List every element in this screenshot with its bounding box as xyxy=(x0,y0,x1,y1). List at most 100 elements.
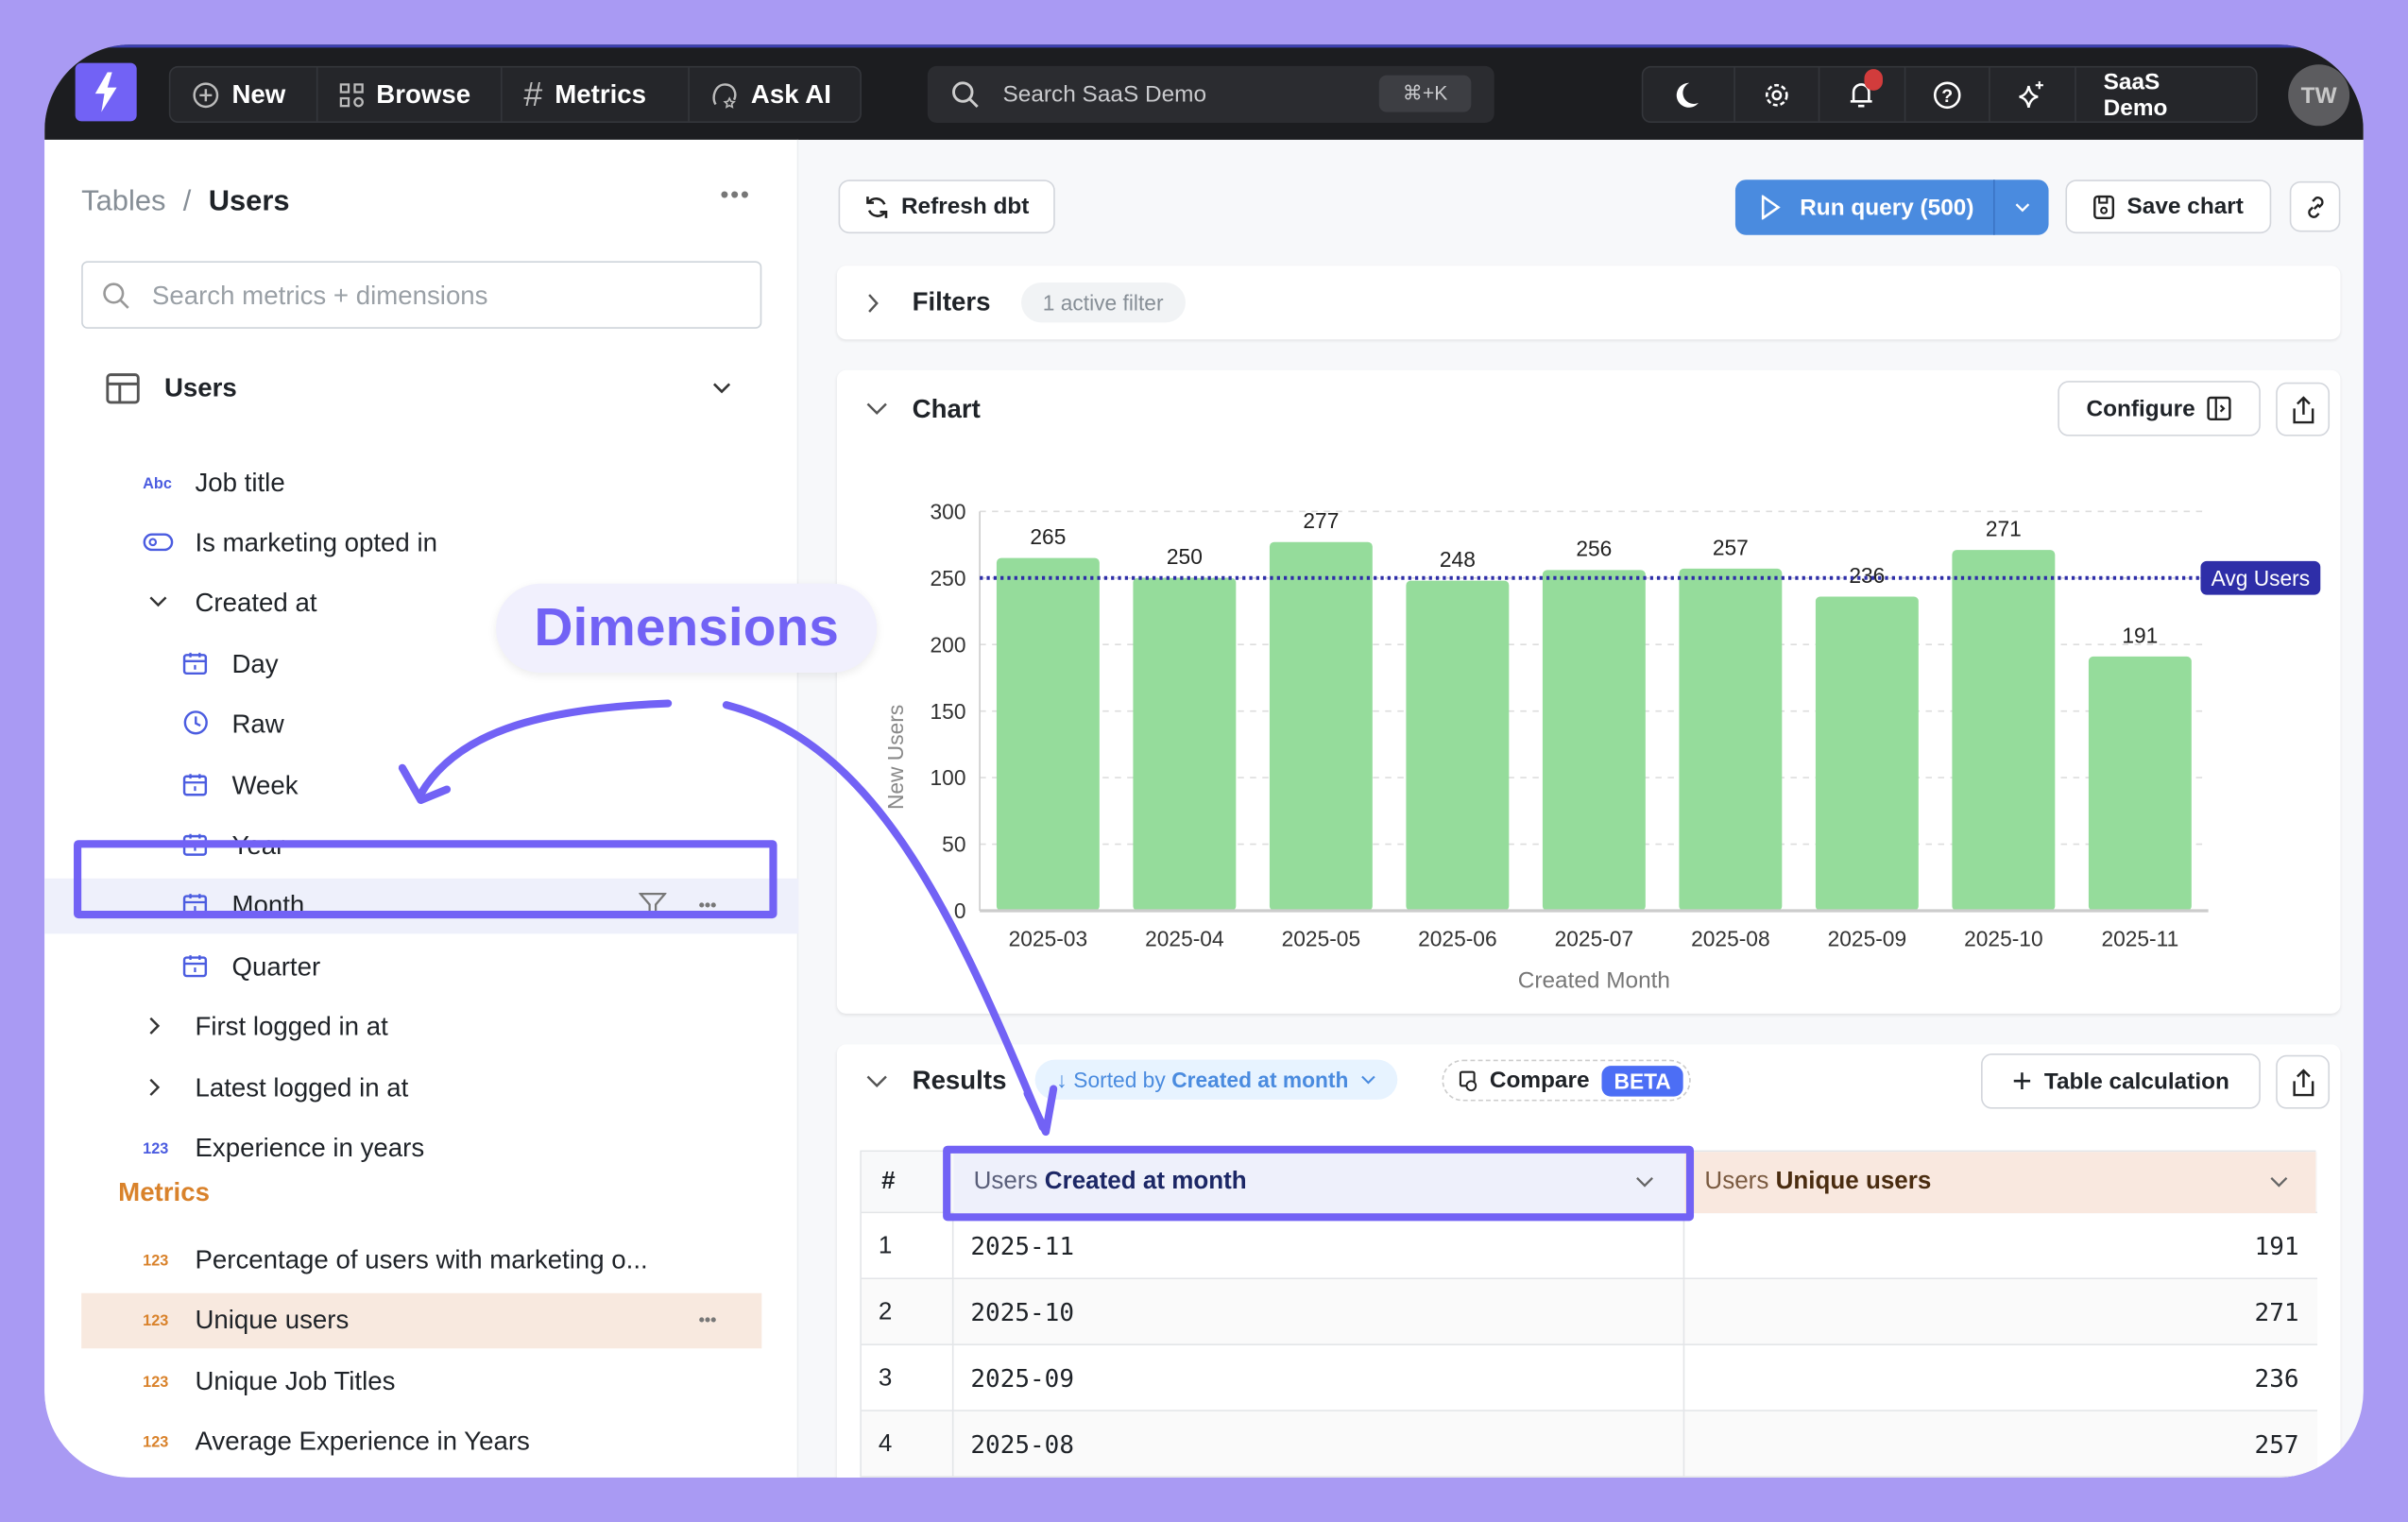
cell-unique-users: 236 xyxy=(2254,1363,2299,1394)
column-header-index: # xyxy=(881,1169,896,1195)
share-link-button[interactable] xyxy=(2289,180,2341,232)
compare-button[interactable]: Compare BETA xyxy=(1442,1059,1691,1102)
field-label: Quarter xyxy=(231,951,321,982)
bar xyxy=(996,557,1100,911)
dimension-experience-in-years[interactable]: 123 Experience in years xyxy=(44,1121,798,1177)
data-label: 265 xyxy=(1030,524,1066,549)
configure-button[interactable]: Configure xyxy=(2058,381,2261,436)
data-label: 236 xyxy=(1849,563,1885,588)
number-type-icon: 123 xyxy=(143,1433,169,1451)
arrowhead-icon xyxy=(398,763,452,805)
y-tick-label: 300 xyxy=(931,499,966,523)
metric-unique-job-titles[interactable]: 123 Unique Job Titles xyxy=(44,1355,798,1411)
metric-percentage-of-users-with-marketing-o[interactable]: 123 Percentage of users with marketing o.… xyxy=(44,1233,798,1289)
more-options-icon[interactable]: ••• xyxy=(698,1311,717,1330)
calendar-icon xyxy=(182,772,208,801)
cell-created-at-month: 2025-08 xyxy=(953,1411,1685,1478)
dimension-week[interactable]: Week xyxy=(44,759,798,814)
bar xyxy=(1679,568,1783,911)
data-label: 257 xyxy=(1713,535,1749,559)
dimension-month[interactable]: Month ••• xyxy=(44,878,799,934)
play-icon xyxy=(1761,195,1781,220)
table-row[interactable]: 3 2025-09 236 xyxy=(861,1345,2318,1411)
data-label: 191 xyxy=(2122,623,2158,647)
table-calculation-button[interactable]: + Table calculation xyxy=(1981,1053,2261,1109)
metric-average-experience-in-years[interactable]: 123 Average Experience in Years xyxy=(44,1414,798,1470)
field-label: Day xyxy=(231,649,279,679)
refresh-dbt-button[interactable]: Refresh dbt xyxy=(838,180,1055,234)
dimension-is-marketing-opted-in[interactable]: Is marketing opted in xyxy=(44,516,798,572)
export-results-button[interactable] xyxy=(2276,1054,2331,1109)
more-options-icon[interactable]: ••• xyxy=(720,182,751,210)
chevron-right-icon xyxy=(149,1016,162,1038)
run-query-dropdown[interactable] xyxy=(1993,180,2049,235)
shortcut-badge: ⌘+K xyxy=(1378,75,1472,112)
field-search-input[interactable]: Search metrics + dimensions xyxy=(81,261,762,329)
plus-circle-icon xyxy=(192,80,219,108)
sort-badge[interactable]: ↓ Sorted by Created at month xyxy=(1034,1059,1398,1100)
dimension-first-logged-in-at[interactable]: First logged in at xyxy=(44,1000,798,1055)
logo[interactable] xyxy=(75,62,137,122)
run-query-button[interactable]: Run query (500) xyxy=(1734,180,2049,235)
filters-card[interactable]: Filters 1 active filter xyxy=(836,265,2341,340)
table-row[interactable]: 2 2025-10 271 xyxy=(861,1279,2318,1346)
column-header-created-at-month[interactable]: Users Created at month xyxy=(953,1152,1685,1214)
dimension-created-at[interactable]: Created at xyxy=(44,576,798,632)
bar xyxy=(1542,570,1646,911)
y-tick-label: 200 xyxy=(931,632,966,657)
moon-icon xyxy=(1677,81,1699,107)
field-label: First logged in at xyxy=(195,1012,388,1042)
dark-mode-button[interactable] xyxy=(1643,67,1735,122)
nav-metrics[interactable]: # Metrics xyxy=(503,67,690,122)
calendar-clock-icon xyxy=(1459,1070,1477,1092)
y-axis-title: New Users xyxy=(883,705,908,810)
project-switcher[interactable]: SaaS Demo xyxy=(2103,68,2168,121)
export-chart-button[interactable] xyxy=(2276,382,2331,436)
dimension-raw[interactable]: Raw xyxy=(44,697,798,753)
share-icon xyxy=(2292,1068,2314,1096)
arrow-to-month xyxy=(417,699,673,798)
arrow-down-icon: ↓ xyxy=(1056,1067,1067,1092)
table-row[interactable]: 1 2025-11 191 xyxy=(861,1213,2318,1280)
search-icon xyxy=(103,282,129,309)
beta-badge: BETA xyxy=(1601,1065,1683,1096)
metric-unique-users[interactable]: 123 Unique users ••• xyxy=(81,1292,762,1349)
row-index: 2 xyxy=(862,1279,954,1346)
y-tick-label: 50 xyxy=(942,832,965,857)
settings-button[interactable] xyxy=(1734,67,1820,122)
dimension-day[interactable]: Day xyxy=(44,638,798,693)
breadcrumb-tables[interactable]: Tables xyxy=(81,185,166,218)
bar xyxy=(1133,577,1237,911)
chevron-down-icon[interactable] xyxy=(1635,1176,1654,1189)
calendar-icon xyxy=(182,650,208,679)
nav-ask-ai[interactable]: Ask AI xyxy=(690,68,853,122)
chevron-down-icon[interactable] xyxy=(866,1075,888,1089)
nav-new[interactable]: New xyxy=(170,67,318,122)
help-button[interactable]: ? xyxy=(1905,67,1991,122)
field-label: Created at xyxy=(195,588,317,618)
chevron-right-icon xyxy=(149,1077,162,1100)
cell-unique-users: 257 xyxy=(2254,1429,2299,1460)
dimension-latest-logged-in-at[interactable]: Latest logged in at xyxy=(44,1061,798,1117)
chevron-down-icon[interactable] xyxy=(866,402,888,417)
table-users-header[interactable]: Users xyxy=(44,361,798,417)
link-icon xyxy=(2307,196,2323,218)
nav-browse[interactable]: Browse xyxy=(317,67,503,122)
global-search[interactable]: Search SaaS Demo ⌘+K xyxy=(927,65,1494,124)
avatar[interactable]: TW xyxy=(2288,64,2350,127)
field-label: Unique Job Titles xyxy=(195,1366,396,1396)
ai-sparkle-button[interactable] xyxy=(1990,67,2076,122)
cell-unique-users: 271 xyxy=(2254,1297,2299,1327)
dimension-job-title[interactable]: Abc Job title xyxy=(44,456,798,512)
save-chart-button[interactable]: Save chart xyxy=(2065,180,2272,234)
dimension-quarter[interactable]: Quarter xyxy=(44,940,798,996)
lightning-icon xyxy=(94,72,117,112)
chevron-down-icon[interactable] xyxy=(2270,1176,2289,1189)
table-row[interactable]: 4 2025-08 257 xyxy=(861,1411,2318,1478)
cell-created-at-month: 2025-09 xyxy=(953,1345,1685,1411)
cell-unique-users: 191 xyxy=(2254,1231,2299,1261)
dimensions-annotation: Dimensions xyxy=(496,583,878,674)
column-header-unique-users[interactable]: Users Unique users xyxy=(1684,1152,2316,1214)
svg-text:?: ? xyxy=(1941,85,1953,106)
notifications-button[interactable] xyxy=(1819,67,1905,122)
